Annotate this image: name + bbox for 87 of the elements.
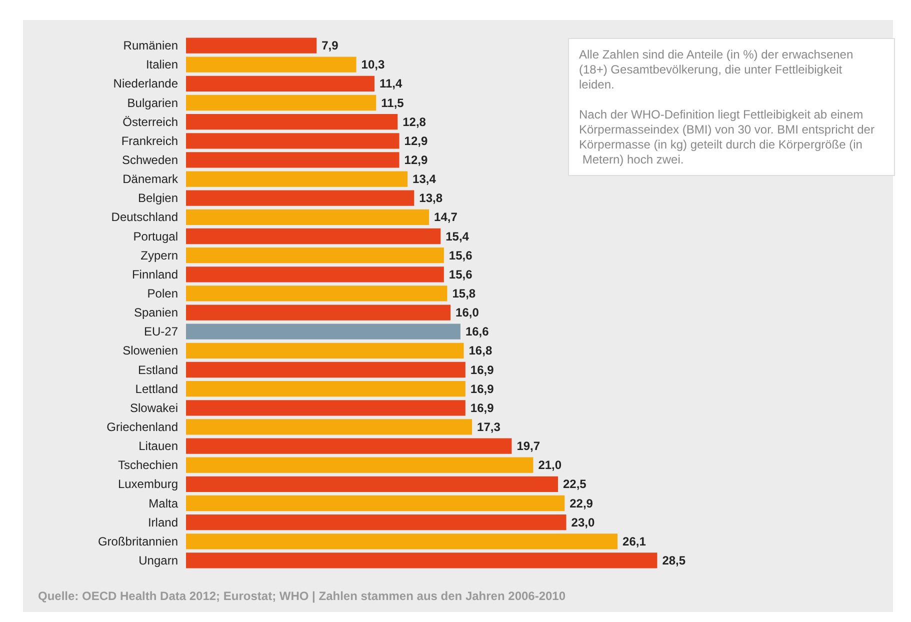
data-label: 14,7 xyxy=(434,210,458,224)
bar xyxy=(186,152,400,168)
bar xyxy=(186,190,414,206)
bar xyxy=(186,457,534,473)
y-tick-label: Zypern xyxy=(140,248,178,262)
bar xyxy=(186,495,565,512)
y-tick-label: Slowenien xyxy=(122,344,178,358)
data-label: 22,5 xyxy=(563,477,587,492)
y-tick-label: Spanien xyxy=(134,306,178,320)
bar xyxy=(186,228,441,244)
data-label: 16,8 xyxy=(468,344,492,358)
y-tick-label: Tschechien xyxy=(118,458,178,472)
data-label: 17,3 xyxy=(477,420,501,434)
data-label: 12,9 xyxy=(404,152,428,167)
bar xyxy=(186,94,376,111)
annotation: Nach der WHO-Definition liegt Fettleibigkeit ab einem Körpermasseindex (BMI) von 30 vor. BMI entspricht der Körpermasse (in kg) geteilt durch die Körpergröße (in Metern) hoch zwei. xyxy=(579,108,878,166)
data-label: 16,9 xyxy=(470,362,494,377)
y-tick-label: Slowakei xyxy=(130,400,178,415)
bar xyxy=(186,304,451,320)
bar xyxy=(186,381,466,397)
bar xyxy=(186,171,408,187)
annotation: Alle Zahlen sind die Anteile (in %) der erwachsenen (18+) Gesamtbevölkerung, die unter Fettleibigkeit leiden. xyxy=(579,48,856,92)
bar xyxy=(186,114,398,130)
data-label: 16,9 xyxy=(470,400,494,415)
data-label: 12,8 xyxy=(402,114,426,129)
bar xyxy=(186,38,317,54)
bar xyxy=(186,76,374,92)
bar xyxy=(186,324,460,340)
data-label: 12,9 xyxy=(404,134,428,148)
data-label: 16,6 xyxy=(465,324,490,339)
data-label: 28,5 xyxy=(662,553,686,568)
y-tick-label: Litauen xyxy=(138,439,178,454)
y-tick-label: Estland xyxy=(138,362,178,377)
bar xyxy=(186,438,512,454)
data-label: 15,6 xyxy=(448,267,473,282)
bar xyxy=(186,266,444,282)
y-tick-label: Italien xyxy=(146,58,178,72)
data-label: 19,7 xyxy=(516,439,540,454)
data-label: 23,0 xyxy=(571,515,595,530)
bar xyxy=(186,534,618,550)
y-tick-label: Malta xyxy=(148,496,178,510)
bar xyxy=(186,56,356,72)
data-label: 13,8 xyxy=(419,191,443,206)
y-tick-label: Portugal xyxy=(133,229,178,244)
y-tick-label: Ungarn xyxy=(138,553,178,568)
y-tick-label: Irland xyxy=(148,515,178,530)
bar xyxy=(186,419,472,435)
data-label: 21,0 xyxy=(538,458,562,472)
data-label: 16,9 xyxy=(470,382,494,396)
y-tick-label: Dänemark xyxy=(122,172,179,186)
bar xyxy=(186,476,558,492)
data-label: 11,4 xyxy=(379,76,402,91)
data-label: 15,6 xyxy=(448,248,473,262)
y-tick-label: Polen xyxy=(147,286,178,300)
bar xyxy=(186,133,400,149)
data-label: 15,8 xyxy=(452,286,476,300)
data-label: 13,4 xyxy=(412,172,436,186)
y-tick-label: Großbritannien xyxy=(98,534,178,548)
bar xyxy=(186,552,658,568)
bar xyxy=(186,209,430,225)
y-tick-label: Griechenland xyxy=(106,420,178,434)
y-tick-label: Bulgarien xyxy=(127,96,178,110)
data-label: 22,9 xyxy=(570,496,594,510)
bar xyxy=(186,286,448,302)
y-tick-label: Schweden xyxy=(122,152,178,167)
y-tick-label: Deutschland xyxy=(111,210,178,224)
y-tick-label: Frankreich xyxy=(121,134,178,148)
data-label: 11,5 xyxy=(381,96,404,110)
y-tick-label: Österreich xyxy=(122,114,178,129)
bar xyxy=(186,514,566,530)
bar xyxy=(186,362,466,378)
y-tick-label: Rumänien xyxy=(123,38,178,53)
y-tick-label: EU-27 xyxy=(144,324,178,339)
y-tick-label: Belgien xyxy=(138,191,178,206)
y-tick-label: Luxemburg xyxy=(118,477,178,492)
data-label: 26,1 xyxy=(622,534,646,548)
bar xyxy=(186,342,464,358)
data-label: 15,4 xyxy=(446,229,470,244)
bar xyxy=(186,248,444,264)
y-tick-label: Finnland xyxy=(132,267,178,282)
source-note: Quelle: OECD Health Data 2012; Eurostat; WHO | Zahlen stammen aus den Jahren 2006-2010 xyxy=(38,589,566,603)
y-tick-label: Lettland xyxy=(135,382,178,396)
data-label: 16,0 xyxy=(456,306,480,320)
bar xyxy=(186,400,466,416)
data-label: 7,9 xyxy=(322,38,339,53)
y-tick-label: Niederlande xyxy=(113,76,178,91)
data-label: 10,3 xyxy=(361,58,385,72)
